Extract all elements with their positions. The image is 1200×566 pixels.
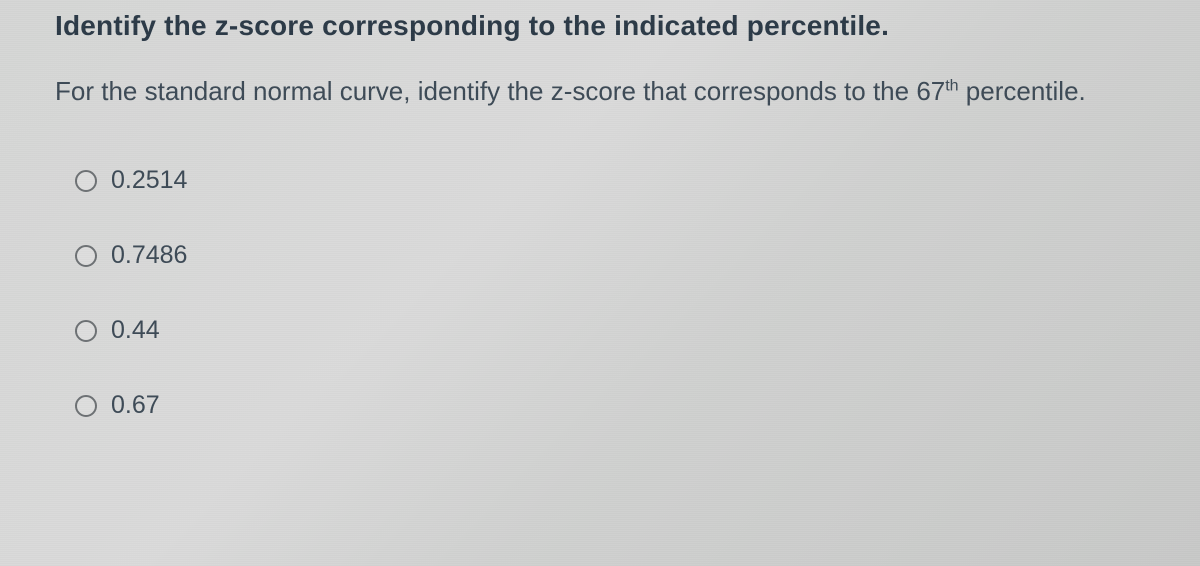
question-body-sup: th — [945, 77, 958, 94]
option-label: 0.44 — [111, 316, 160, 345]
radio-icon — [75, 245, 97, 267]
radio-icon — [75, 170, 97, 192]
question-heading: Identify the z-score corresponding to th… — [55, 10, 1150, 42]
question-body: For the standard normal curve, identify … — [55, 72, 1150, 111]
radio-icon — [75, 395, 97, 417]
options-group: 0.2514 0.7486 0.44 0.67 — [55, 166, 1150, 420]
option-label: 0.67 — [111, 391, 160, 420]
radio-icon — [75, 320, 97, 342]
option-label: 0.2514 — [111, 166, 187, 195]
question-body-prefix: For the standard normal curve, identify … — [55, 76, 945, 106]
option-3[interactable]: 0.44 — [75, 316, 1150, 345]
option-4[interactable]: 0.67 — [75, 391, 1150, 420]
option-2[interactable]: 0.7486 — [75, 241, 1150, 270]
option-label: 0.7486 — [111, 241, 187, 270]
option-1[interactable]: 0.2514 — [75, 166, 1150, 195]
question-body-suffix: percentile. — [959, 76, 1086, 106]
